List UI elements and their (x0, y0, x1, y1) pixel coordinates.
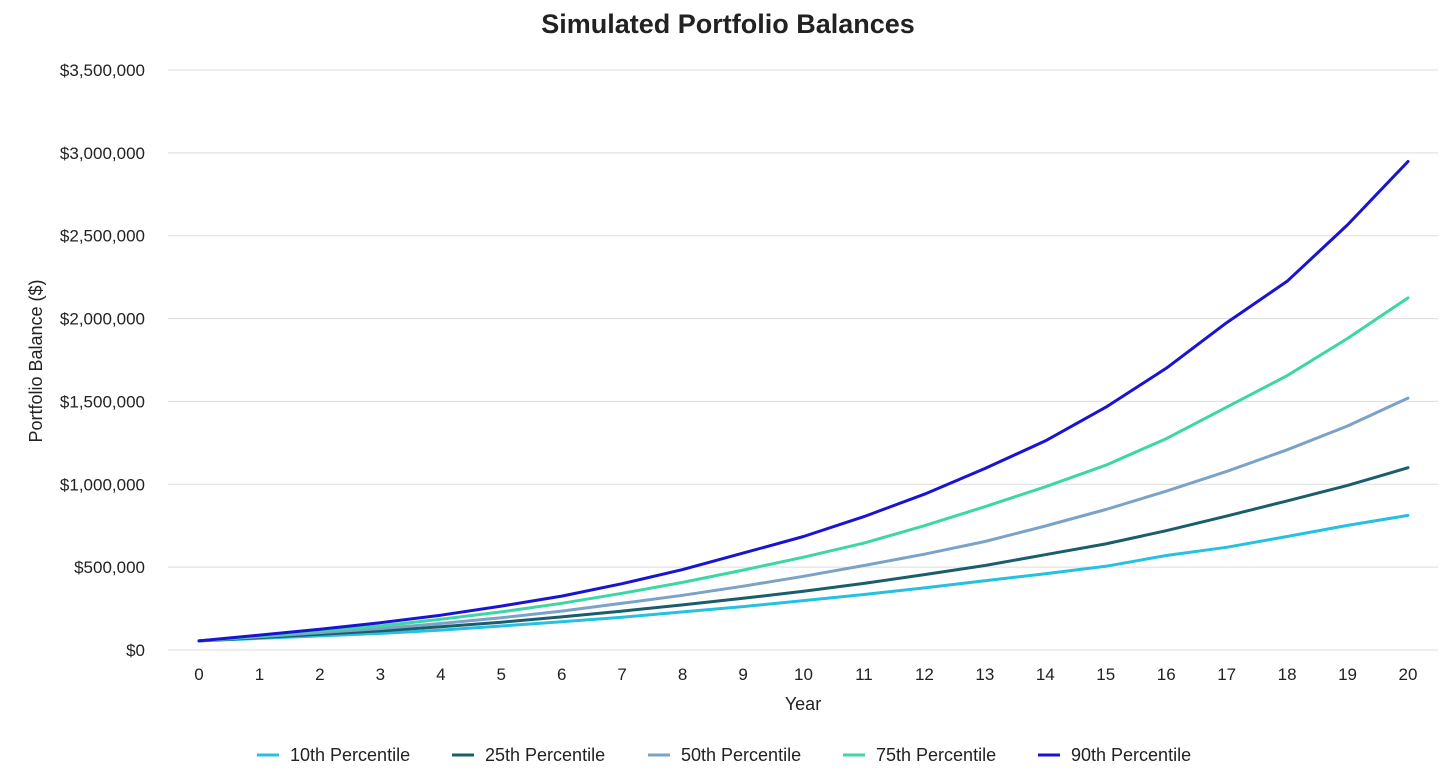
series-line-50th-percentile (197, 396, 1410, 643)
x-tick-label: 20 (1399, 665, 1418, 684)
series-line-90th-percentile (197, 160, 1410, 643)
chart-title: Simulated Portfolio Balances (541, 9, 915, 39)
x-tick-label: 11 (855, 665, 873, 684)
x-tick-label: 0 (194, 665, 203, 684)
legend-item-10th-percentile: 10th Percentile (257, 745, 410, 765)
x-tick-label: 17 (1217, 665, 1236, 684)
series-line-10th-percentile (197, 513, 1410, 643)
series-line-25th-percentile (197, 466, 1410, 643)
x-tick-label: 16 (1157, 665, 1176, 684)
legend-label: 10th Percentile (290, 745, 410, 765)
y-tick-label: $1,000,000 (60, 475, 145, 494)
y-axis-tick-labels: $0 $500,000 $1,000,000 $1,500,000 $2,000,000… (60, 61, 145, 660)
y-tick-label: $3,000,000 (60, 144, 145, 163)
gridlines (168, 69, 1438, 651)
x-tick-label: 4 (436, 665, 445, 684)
legend: 10th Percentile 25th Percentile 50th Perce… (257, 745, 1191, 765)
legend-label: 75th Percentile (876, 745, 996, 765)
x-tick-label: 10 (794, 665, 813, 684)
x-tick-label: 7 (617, 665, 626, 684)
x-tick-label: 8 (678, 665, 687, 684)
legend-label: 50th Percentile (681, 745, 801, 765)
legend-item-50th-percentile: 50th Percentile (648, 745, 801, 765)
x-tick-label: 12 (915, 665, 934, 684)
x-tick-label: 19 (1338, 665, 1357, 684)
x-tick-label: 2 (315, 665, 324, 684)
x-axis-label: Year (785, 694, 821, 714)
legend-item-75th-percentile: 75th Percentile (843, 745, 996, 765)
y-tick-label: $2,000,000 (60, 310, 145, 329)
x-tick-label: 3 (376, 665, 385, 684)
y-tick-label: $3,500,000 (60, 61, 145, 80)
x-tick-label: 1 (255, 665, 264, 684)
x-tick-label: 6 (557, 665, 566, 684)
x-tick-label: 5 (497, 665, 506, 684)
x-tick-label: 13 (975, 665, 994, 684)
x-tick-label: 14 (1036, 665, 1055, 684)
x-tick-label: 15 (1096, 665, 1115, 684)
legend-item-25th-percentile: 25th Percentile (452, 745, 605, 765)
series-lines (197, 160, 1410, 643)
series-line-75th-percentile (197, 296, 1410, 643)
legend-label: 25th Percentile (485, 745, 605, 765)
y-tick-label: $1,500,000 (60, 392, 145, 411)
y-tick-label: $500,000 (74, 558, 145, 577)
legend-item-90th-percentile: 90th Percentile (1038, 745, 1191, 765)
y-axis-label: Portfolio Balance ($) (26, 279, 46, 442)
legend-label: 90th Percentile (1071, 745, 1191, 765)
x-axis-tick-labels: 0 1 2 3 4 5 6 7 8 9 10 11 12 13 14 15 16 17 18 19 20 (194, 665, 1417, 684)
y-tick-label: $0 (126, 641, 145, 660)
x-tick-label: 9 (738, 665, 747, 684)
x-tick-label: 18 (1278, 665, 1297, 684)
y-tick-label: $2,500,000 (60, 227, 145, 246)
